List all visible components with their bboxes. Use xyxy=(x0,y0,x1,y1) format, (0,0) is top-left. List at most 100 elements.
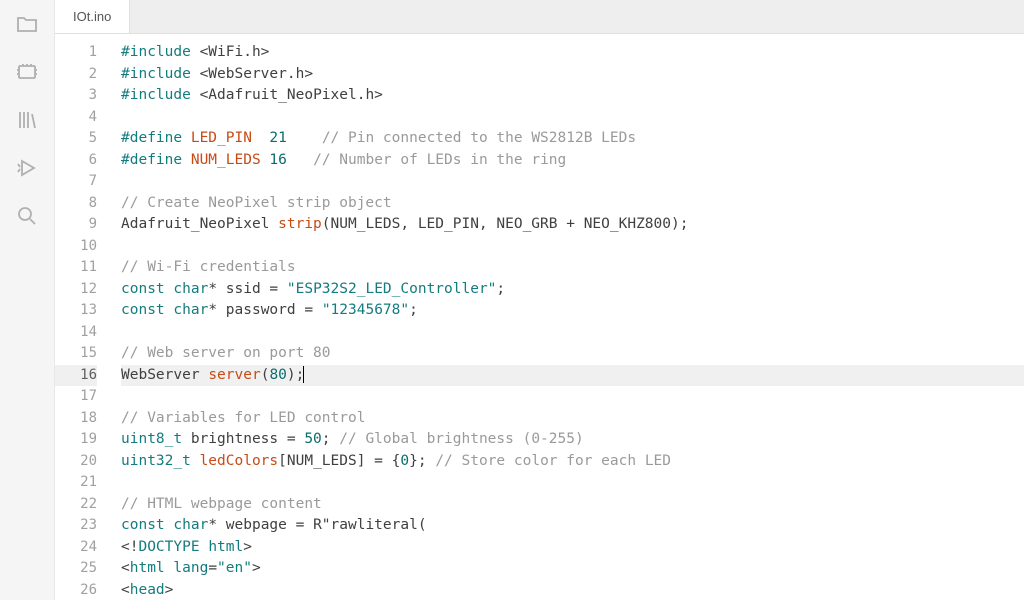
token-keyword: uint32_t xyxy=(121,453,191,469)
token-plain xyxy=(200,539,209,555)
token-number: 0 xyxy=(400,453,409,469)
token-string: "ESP32S2_LED_Controller" xyxy=(287,281,497,297)
code-line[interactable]: uint8_t brightness = 50; // Global brigh… xyxy=(121,429,1024,451)
code-line[interactable]: #define NUM_LEDS 16 // Number of LEDs in… xyxy=(121,150,1024,172)
search-icon[interactable] xyxy=(13,202,41,230)
token-plain: (NUM_LEDS, LED_PIN, NEO_GRB + NEO_KHZ800… xyxy=(322,216,689,232)
gutter-line: 22 xyxy=(55,494,97,516)
token-comment: // HTML webpage content xyxy=(121,496,322,512)
gutter-line: 13 xyxy=(55,300,97,322)
token-plain: ; xyxy=(496,281,505,297)
token-comment: // Wi-Fi credentials xyxy=(121,259,296,275)
code-line[interactable]: <head> xyxy=(121,580,1024,600)
token-comment: // Global brightness (0-255) xyxy=(339,431,583,447)
token-plain: ); xyxy=(287,367,304,383)
token-comment: // Number of LEDs in the ring xyxy=(313,152,566,168)
gutter-line: 12 xyxy=(55,279,97,301)
code-line[interactable]: // Create NeoPixel strip object xyxy=(121,193,1024,215)
token-tag: lang xyxy=(173,560,208,576)
code-line[interactable] xyxy=(121,236,1024,258)
token-plain: < xyxy=(121,560,130,576)
gutter-line: 6 xyxy=(55,150,97,172)
token-keyword: const char xyxy=(121,281,208,297)
token-plain: * ssid = xyxy=(208,281,287,297)
library-icon[interactable] xyxy=(13,106,41,134)
token-comment: // Create NeoPixel strip object xyxy=(121,195,392,211)
token-number: 21 xyxy=(269,130,286,146)
code-body[interactable]: #include <WiFi.h>#include <WebServer.h>#… xyxy=(113,42,1024,600)
code-line[interactable]: Adafruit_NeoPixel strip(NUM_LEDS, LED_PI… xyxy=(121,214,1024,236)
code-line[interactable]: // Web server on port 80 xyxy=(121,343,1024,365)
gutter-line: 1 xyxy=(55,42,97,64)
token-comment: // Store color for each LED xyxy=(435,453,671,469)
token-plain: }; xyxy=(409,453,435,469)
code-line[interactable]: const char* password = "12345678"; xyxy=(121,300,1024,322)
token-plain: > xyxy=(243,539,252,555)
token-func: ledColors xyxy=(200,453,279,469)
board-icon[interactable] xyxy=(13,58,41,86)
code-line[interactable]: <html lang="en"> xyxy=(121,558,1024,580)
gutter-line: 17 xyxy=(55,386,97,408)
token-plain xyxy=(287,152,313,168)
token-comment: // Web server on port 80 xyxy=(121,345,331,361)
token-keyword: uint8_t xyxy=(121,431,182,447)
gutter-line: 11 xyxy=(55,257,97,279)
token-number: 50 xyxy=(304,431,321,447)
code-line[interactable]: const char* webpage = R"rawliteral( xyxy=(121,515,1024,537)
token-plain: Adafruit_NeoPixel xyxy=(121,216,278,232)
gutter-line: 16 xyxy=(55,365,97,387)
folder-icon[interactable] xyxy=(13,10,41,38)
token-tag: html xyxy=(208,539,243,555)
code-line[interactable] xyxy=(121,472,1024,494)
token-keyword: #include xyxy=(121,44,200,60)
code-line[interactable]: #include <WiFi.h> xyxy=(121,42,1024,64)
debug-icon[interactable] xyxy=(13,154,41,182)
token-plain: <WiFi.h> xyxy=(200,44,270,60)
code-line[interactable]: // Wi-Fi credentials xyxy=(121,257,1024,279)
gutter-line: 25 xyxy=(55,558,97,580)
token-plain: > xyxy=(165,582,174,598)
gutter-line: 26 xyxy=(55,580,97,600)
token-plain xyxy=(252,130,269,146)
token-plain: = xyxy=(208,560,217,576)
token-plain: <! xyxy=(121,539,138,555)
token-keyword: #include xyxy=(121,66,200,82)
gutter-line: 21 xyxy=(55,472,97,494)
token-plain: [NUM_LEDS] = { xyxy=(278,453,400,469)
code-line[interactable]: uint32_t ledColors[NUM_LEDS] = {0}; // S… xyxy=(121,451,1024,473)
code-line[interactable]: #define LED_PIN 21 // Pin connected to t… xyxy=(121,128,1024,150)
code-line[interactable] xyxy=(121,107,1024,129)
code-line[interactable] xyxy=(121,322,1024,344)
gutter-line: 18 xyxy=(55,408,97,430)
token-tag: html xyxy=(130,560,165,576)
tab-bar: IOt.ino xyxy=(55,0,1024,34)
main-area: IOt.ino 12345678910111213141516171819202… xyxy=(55,0,1024,600)
gutter-line: 4 xyxy=(55,107,97,129)
gutter-line: 9 xyxy=(55,214,97,236)
token-plain: <WebServer.h> xyxy=(200,66,314,82)
token-plain: ; xyxy=(322,431,339,447)
gutter-line: 15 xyxy=(55,343,97,365)
tab-active[interactable]: IOt.ino xyxy=(55,0,130,33)
code-line[interactable]: // Variables for LED control xyxy=(121,408,1024,430)
code-line[interactable]: #include <Adafruit_NeoPixel.h> xyxy=(121,85,1024,107)
code-line[interactable] xyxy=(121,171,1024,193)
code-line[interactable]: // HTML webpage content xyxy=(121,494,1024,516)
line-gutter: 1234567891011121314151617181920212223242… xyxy=(55,42,113,600)
token-plain: ; xyxy=(409,302,418,318)
activity-bar xyxy=(0,0,55,600)
caret xyxy=(303,366,304,383)
gutter-line: 19 xyxy=(55,429,97,451)
gutter-line: 20 xyxy=(55,451,97,473)
gutter-line: 5 xyxy=(55,128,97,150)
code-line[interactable]: WebServer server(80); xyxy=(121,365,1024,387)
token-define: NUM_LEDS xyxy=(191,152,261,168)
code-line[interactable]: <!DOCTYPE html> xyxy=(121,537,1024,559)
code-line[interactable] xyxy=(121,386,1024,408)
code-editor[interactable]: 1234567891011121314151617181920212223242… xyxy=(55,34,1024,600)
token-func: strip xyxy=(278,216,322,232)
code-line[interactable]: const char* ssid = "ESP32S2_LED_Controll… xyxy=(121,279,1024,301)
code-line[interactable]: #include <WebServer.h> xyxy=(121,64,1024,86)
token-comment: // Pin connected to the WS2812B LEDs xyxy=(322,130,636,146)
token-plain: brightness = xyxy=(182,431,304,447)
